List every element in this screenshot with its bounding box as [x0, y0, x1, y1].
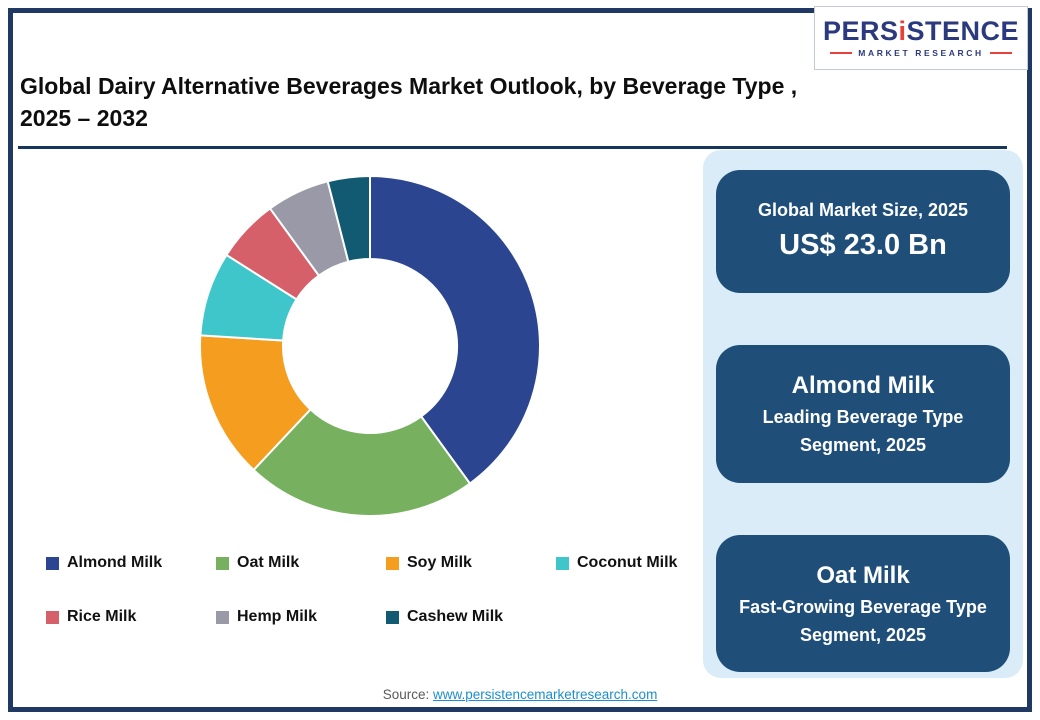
legend-item-rice-milk: Rice Milk	[46, 608, 216, 626]
legend-item-cashew-milk: Cashew Milk	[386, 608, 556, 626]
legend-swatch	[46, 556, 59, 570]
legend-label: Cashew Milk	[407, 608, 504, 625]
market-size-label: Global Market Size, 2025	[757, 199, 969, 220]
source-line: Source: www.persistencemarketresearch.co…	[0, 687, 1040, 702]
legend-item-coconut-milk: Coconut Milk	[556, 554, 726, 572]
donut-segment-almond-milk	[369, 174, 541, 485]
page-title: Global Dairy Alternative Beverages Marke…	[20, 73, 798, 132]
pmr-logo-tagline: MARKET RESEARCH	[858, 48, 984, 58]
pmr-logo-wordmark: PERSiSTENCE	[823, 18, 1019, 45]
logo-rule-left	[830, 52, 853, 54]
market-size-value: US$ 23.0 Bn	[779, 229, 947, 262]
market-size-card: Global Market Size, 2025 US$ 23.0 Bn	[716, 170, 1010, 293]
leading-segment-card: Almond Milk Leading Beverage Type Segmen…	[716, 345, 1010, 483]
logo-rule-right	[989, 52, 1012, 54]
leading-segment-name: Almond Milk	[791, 372, 935, 400]
donut-segments	[199, 174, 541, 517]
legend-item-almond-milk: Almond Milk	[46, 554, 216, 572]
title-divider	[18, 146, 1007, 149]
side-panel: Global Market Size, 2025 US$ 23.0 Bn Alm…	[703, 150, 1023, 678]
logo-text-pre: PERS	[822, 16, 899, 46]
legend-label: Soy Milk	[407, 554, 472, 571]
legend-swatch	[216, 610, 229, 624]
legend-swatch	[46, 610, 59, 624]
legend-swatch	[216, 556, 229, 570]
legend-label: Rice Milk	[67, 608, 137, 625]
source-label: Source:	[382, 687, 430, 702]
legend-item-hemp-milk: Hemp Milk	[216, 608, 386, 626]
pmr-logo: PERSiSTENCE MARKET RESEARCH	[814, 6, 1028, 70]
chart-legend: Almond Milk Oat Milk Soy Milk Coconut Milk R…	[46, 554, 736, 626]
logo-text-post: STENCE	[906, 16, 1020, 46]
source-link[interactable]: www.persistencemarketresearch.com	[432, 687, 658, 702]
legend-label: Oat Milk	[237, 554, 300, 571]
donut-chart	[192, 168, 548, 524]
legend-swatch	[556, 556, 569, 570]
fast-growing-segment-name: Oat Milk	[816, 561, 910, 589]
legend-item-oat-milk: Oat Milk	[216, 554, 386, 572]
pmr-logo-tagline-row: MARKET RESEARCH	[830, 48, 1012, 58]
legend-swatch	[386, 610, 399, 624]
logo-text-i: i	[898, 16, 907, 46]
legend-item-soy-milk: Soy Milk	[386, 554, 556, 572]
donut-svg	[199, 174, 541, 517]
legend-label: Hemp Milk	[237, 608, 318, 625]
leading-segment-desc: Leading Beverage Type Segment, 2025	[762, 407, 964, 455]
fast-growing-segment-card: Oat Milk Fast-Growing Beverage Type Segm…	[716, 535, 1010, 672]
donut-segment-oat-milk	[252, 408, 472, 517]
fast-growing-segment-desc: Fast-Growing Beverage Type Segment, 2025	[739, 596, 987, 645]
donut-segment-cashew-milk	[326, 174, 371, 263]
legend-label: Almond Milk	[67, 554, 163, 571]
legend-swatch	[386, 556, 399, 570]
legend-label: Coconut Milk	[577, 554, 678, 571]
